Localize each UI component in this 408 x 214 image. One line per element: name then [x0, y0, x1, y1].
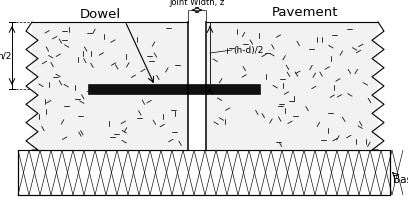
Text: h/2: h/2: [0, 51, 11, 60]
Polygon shape: [32, 22, 188, 150]
Polygon shape: [206, 22, 378, 150]
Polygon shape: [18, 150, 390, 195]
Text: Base: Base: [393, 175, 408, 185]
Text: (h-d)/2: (h-d)/2: [233, 46, 264, 55]
Text: joint Width, z: joint Width, z: [169, 0, 225, 7]
Text: Pavement: Pavement: [272, 6, 338, 18]
Polygon shape: [88, 84, 260, 94]
Text: Dowel: Dowel: [80, 7, 120, 21]
